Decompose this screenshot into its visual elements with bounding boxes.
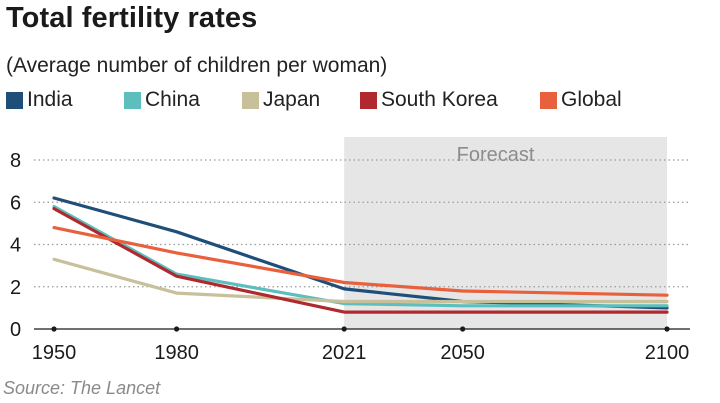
x-tick-mark [51, 326, 57, 332]
y-tick-label: 6 [10, 192, 21, 214]
chart-subtitle: (Average number of children per woman) [6, 54, 388, 77]
forecast-region [344, 137, 667, 329]
legend-label-india: India [27, 88, 73, 111]
series-line-south-korea [52, 207, 669, 314]
legend-label-global: Global [561, 88, 622, 111]
source-note: Source: The Lancet [3, 378, 161, 398]
x-tick-label: 1950 [32, 342, 77, 364]
legend-item-india: India [6, 88, 112, 112]
x-tick-mark [341, 326, 347, 332]
y-tick-label: 0 [10, 319, 21, 341]
legend-swatch-india [6, 91, 23, 109]
legend-label-south-korea: South Korea [381, 88, 498, 111]
series-line-china [52, 204, 669, 308]
x-tick-mark [174, 326, 180, 332]
legend-swatch-global [540, 91, 557, 109]
series-line-global [52, 226, 669, 297]
legend-item-japan: Japan [242, 88, 348, 112]
legend-item-china: China [124, 88, 230, 112]
legend-item-global: Global [540, 88, 622, 112]
x-tick-label: 1980 [154, 342, 199, 364]
x-tick-label: 2050 [440, 342, 485, 364]
series-line-india [52, 196, 669, 310]
legend: India China Japan South Korea Global [6, 87, 634, 113]
legend-label-japan: Japan [263, 88, 321, 111]
x-tick-mark [460, 326, 466, 332]
legend-label-china: China [145, 88, 200, 111]
y-tick-label: 2 [10, 277, 21, 299]
x-tick-label: 2100 [645, 342, 690, 364]
legend-swatch-japan [242, 91, 259, 109]
forecast-label: Forecast [457, 144, 535, 166]
y-tick-label: 8 [10, 150, 21, 172]
x-tick-label: 2021 [322, 342, 367, 364]
x-tick-mark [664, 326, 670, 332]
legend-swatch-china [124, 91, 141, 109]
legend-swatch-south-korea [360, 91, 377, 109]
chart-title: Total fertility rates [6, 2, 258, 34]
y-tick-label: 4 [10, 235, 21, 257]
legend-item-south-korea: South Korea [360, 88, 528, 112]
series-line-japan [52, 257, 669, 304]
